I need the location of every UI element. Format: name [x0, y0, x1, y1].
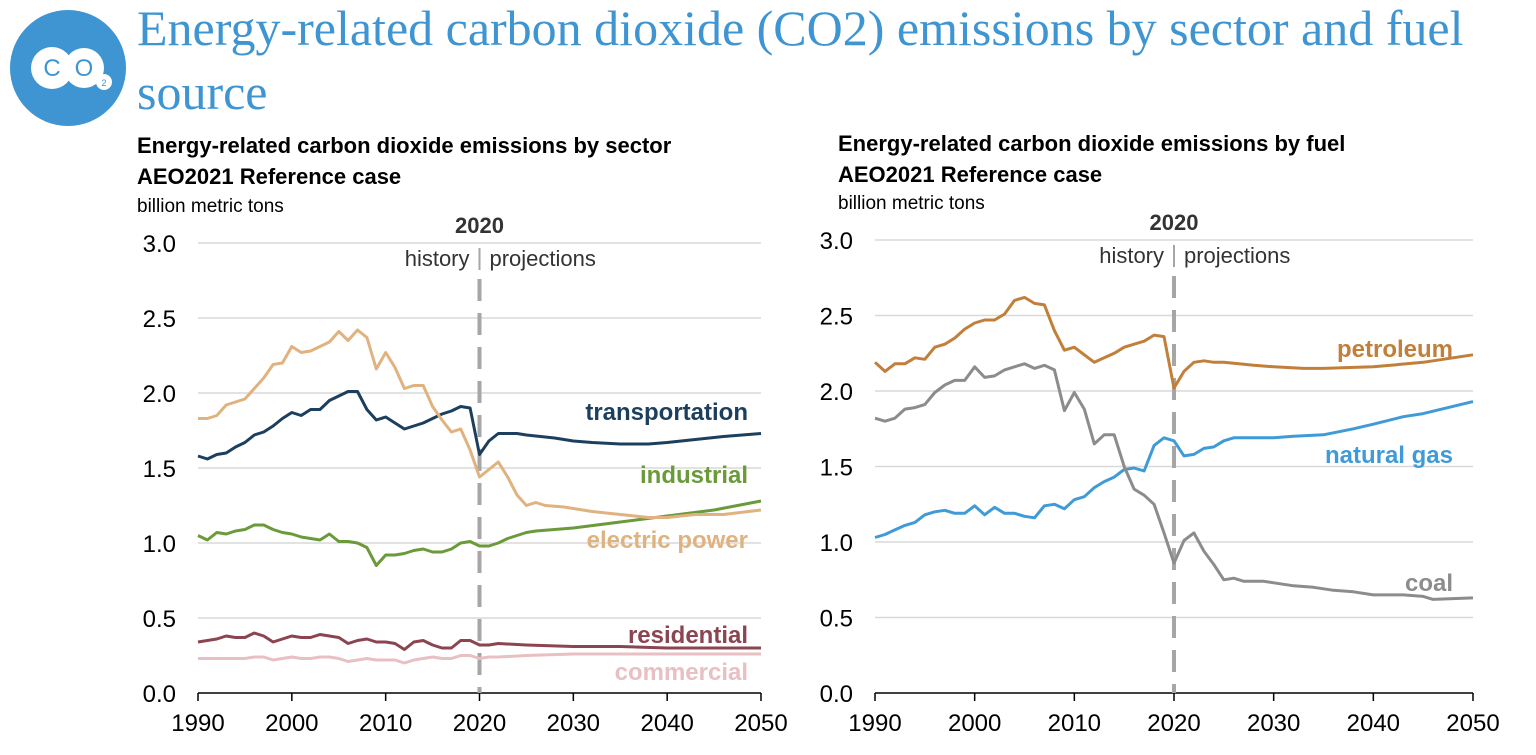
- chart-1-y-tick-label: 2.0: [143, 381, 176, 408]
- chart-1-history-label: history: [405, 246, 470, 271]
- chart-1-x-tick-label: 2020: [453, 710, 506, 737]
- chart-2-subtitle: AEO2021 Reference case: [838, 162, 1103, 187]
- chart-1-x-tick-label: 1990: [171, 710, 224, 737]
- chart-2-x-tick-label: 2010: [1048, 710, 1101, 737]
- chart-1-series-label: electric power: [587, 527, 748, 554]
- chart-1-title-text: Energy-related carbon dioxide emissions …: [137, 133, 672, 158]
- chart-2-y-tick-label: 2.5: [820, 304, 853, 331]
- chart-2-x-tick-label: 2030: [1247, 710, 1300, 737]
- chart-2-title: Energy-related carbon dioxide emissions …: [838, 128, 1345, 190]
- chart-1-subtitle: AEO2021 Reference case: [137, 164, 402, 189]
- chart-1-y-tick-label: 3.0: [143, 231, 176, 258]
- chart-2-projections-label: projections: [1184, 243, 1290, 268]
- chart-1-series-label: commercial: [615, 659, 748, 686]
- chart-2-y-tick-label: 2.0: [820, 379, 853, 406]
- chart-1-series-commercial-line: [198, 652, 761, 665]
- chart-2-x-tick-label: 2000: [948, 710, 1001, 737]
- chart-1-y-tick-label: 0.0: [143, 681, 176, 708]
- chart-1-series-label: transportation: [585, 399, 748, 426]
- chart-1-x-tick-label: 2040: [640, 710, 693, 737]
- chart-2-history-label: history: [1099, 243, 1164, 268]
- chart-2-y-tick-label: 1.0: [820, 530, 853, 557]
- chart-1-x-tick-label: 2050: [734, 710, 787, 737]
- chart-2-y-tick-label: 0.5: [820, 606, 853, 633]
- chart-1-y-tick-label: 1.5: [143, 456, 176, 483]
- svg-text:C: C: [43, 55, 60, 82]
- chart-2-y-tick-label: 0.0: [820, 681, 853, 708]
- chart-2-x-tick-label: 2040: [1347, 710, 1400, 737]
- chart-2-series-natural-gas-line: [874, 400, 1474, 539]
- chart-1-y-tick-label: 2.5: [143, 306, 176, 333]
- chart-2-ylabel: billion metric tons: [838, 193, 985, 214]
- chart-1-x-tick-label: 2030: [547, 710, 600, 737]
- chart-1-series-residential-line: [197, 631, 761, 651]
- chart-2-series-label: coal: [1405, 570, 1453, 597]
- chart-1-series-transportation-line: [197, 390, 762, 461]
- chart-2-divider-label: 2020: [1150, 210, 1199, 235]
- chart-2-title-text: Energy-related carbon dioxide emissions …: [838, 131, 1346, 156]
- chart-1-x-tick-label: 2000: [265, 710, 318, 737]
- chart-1-x-tick-label: 2010: [359, 710, 412, 737]
- chart-2-x-tick-label: 1990: [848, 710, 901, 737]
- svg-text:2: 2: [101, 78, 106, 88]
- chart-1-series-electric-power-line: [198, 328, 762, 519]
- chart-2-series-label: natural gas: [1325, 442, 1453, 469]
- page-title: Energy-related carbon dioxide (CO2) emis…: [137, 0, 1464, 120]
- co2-logo: C O 2: [10, 10, 126, 126]
- chart-2-series-petroleum-line: [873, 295, 1474, 390]
- chart-2-x-tick-label: 2050: [1446, 710, 1499, 737]
- chart-2-series-coal-line: [874, 362, 1474, 601]
- chart-2-y-tick-label: 3.0: [820, 228, 853, 255]
- chart-1-y-tick-label: 0.5: [143, 606, 176, 633]
- chart-2-y-tick-label: 1.5: [820, 455, 853, 482]
- chart-1-series-label: industrial: [640, 462, 748, 489]
- chart-1-series-label: residential: [628, 622, 748, 649]
- chart-2-x-tick-label: 2020: [1147, 710, 1200, 737]
- chart-1-projections-label: projections: [490, 246, 596, 271]
- chart-1-series-industrial-line: [197, 499, 762, 567]
- chart-2-series-label: petroleum: [1337, 336, 1453, 363]
- chart-1-y-tick-label: 1.0: [143, 531, 176, 558]
- chart-1-divider-label: 2020: [455, 213, 504, 238]
- chart-1-ylabel: billion metric tons: [137, 196, 284, 217]
- chart-1-title: Energy-related carbon dioxide emissions …: [137, 130, 671, 192]
- svg-text:O: O: [75, 55, 94, 82]
